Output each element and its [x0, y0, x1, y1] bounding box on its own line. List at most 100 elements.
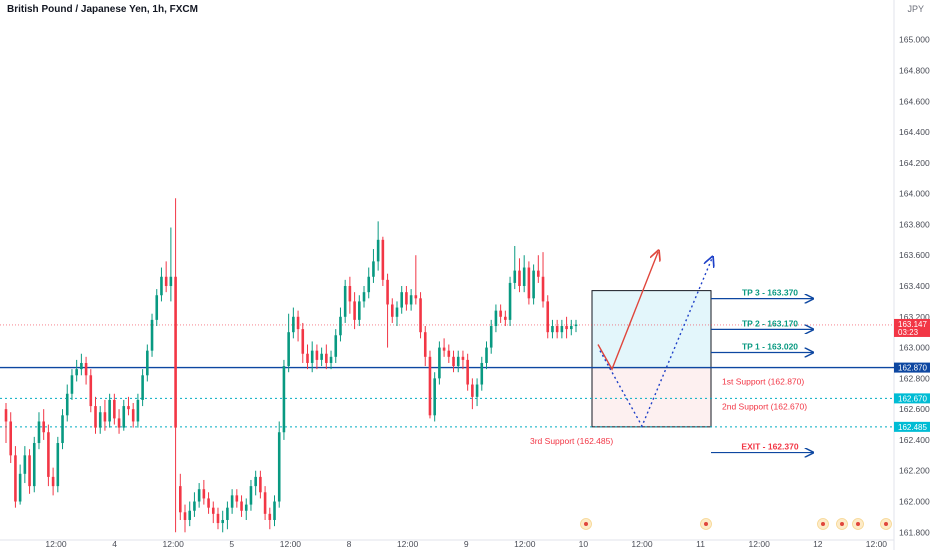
candle-body: [84, 362, 88, 376]
candle-body: [390, 304, 394, 317]
flag-icon-dot: [884, 522, 888, 526]
candle-body: [179, 486, 182, 513]
y-tick-label: 161.800: [899, 527, 930, 537]
candle-body: [169, 276, 173, 287]
candle-body: [183, 512, 187, 520]
candle-body: [164, 276, 168, 287]
candle-body: [193, 501, 196, 511]
price-tag-label: 162.485: [898, 423, 927, 432]
candle-body: [456, 356, 460, 367]
candle-body: [471, 384, 474, 397]
x-tick-label: 4: [112, 539, 117, 549]
candle-body: [240, 501, 243, 511]
y-tick-label: 162.800: [899, 373, 930, 383]
candle-body: [546, 301, 550, 333]
price-tag: [894, 421, 930, 432]
candle-body: [334, 335, 338, 357]
candle-body: [108, 399, 111, 422]
candle-body: [504, 316, 507, 320]
y-tick-label: 164.000: [899, 189, 930, 199]
price-tag-countdown: 03:23: [898, 328, 919, 337]
candle-body: [513, 270, 517, 283]
target-label: TP 1 - 163.020: [742, 342, 798, 352]
flag-icon-dot: [704, 522, 708, 526]
candle-body: [518, 270, 521, 287]
candle-body: [367, 276, 371, 293]
x-tick-label: 8: [347, 539, 352, 549]
candle-body: [287, 332, 290, 367]
candle-body: [301, 329, 305, 354]
candle-body: [32, 443, 36, 487]
candle-body: [376, 239, 380, 262]
x-tick-label: 12:00: [397, 539, 419, 549]
x-tick-label: 12:00: [866, 539, 888, 549]
y-tick-label: 163.600: [899, 250, 930, 260]
y-tick-label: 162.600: [899, 404, 930, 414]
candle-body: [485, 347, 488, 363]
candle-body: [160, 276, 163, 296]
candle-body: [461, 356, 465, 360]
candle-body: [42, 421, 45, 433]
y-tick-label: 164.600: [899, 96, 930, 106]
candle-body: [423, 332, 427, 357]
candle-body: [409, 295, 413, 305]
x-tick-label: 5: [229, 539, 234, 549]
candle-body: [466, 359, 469, 385]
candle-body: [381, 239, 385, 280]
candle-body: [532, 270, 535, 299]
y-tick-label: 162.400: [899, 435, 930, 445]
x-tick-label: 12:00: [163, 539, 185, 549]
candle-body: [551, 326, 554, 333]
target-label: TP 2 - 163.170: [742, 318, 798, 328]
candle-body: [268, 513, 272, 520]
candle-body: [28, 455, 31, 487]
bullish-arrow: [597, 252, 658, 371]
candle-body: [329, 356, 333, 363]
support-zone-box: [591, 367, 712, 428]
chart-title: British Pound / Japanese Yen, 1h, FXCM: [7, 4, 198, 15]
y-tick-label: 162.200: [899, 466, 930, 476]
candle-body: [244, 504, 248, 511]
candle-body: [98, 412, 102, 428]
candle-body: [282, 366, 286, 433]
support-label-3: 3rd Support (162.485): [530, 436, 613, 446]
candle-body: [155, 295, 159, 320]
x-tick-label: 12:00: [514, 539, 536, 549]
candle-body: [94, 406, 97, 428]
x-tick-label: 11: [696, 539, 705, 549]
candle-body: [259, 476, 262, 493]
candle-body: [343, 286, 347, 317]
candle-body: [122, 406, 126, 428]
candle-body: [197, 489, 201, 502]
y-tick-label: 163.800: [899, 219, 930, 229]
candle-body: [414, 295, 418, 299]
y-tick-label: 164.400: [899, 127, 930, 137]
y-tick-label: 162.000: [899, 497, 930, 507]
candle-body: [207, 498, 210, 508]
y-tick-label: 165.000: [899, 35, 930, 45]
candle-body: [574, 324, 578, 327]
candle-body: [405, 292, 408, 305]
y-tick-label: 164.200: [899, 158, 930, 168]
candle-body: [4, 409, 8, 422]
candle-body: [555, 326, 559, 333]
candle-body: [325, 353, 328, 363]
candle-body: [537, 270, 540, 277]
candle-body: [174, 276, 177, 428]
y-tick-label: 164.800: [899, 65, 930, 75]
candle-body: [433, 378, 436, 416]
candle-body: [475, 384, 479, 397]
candle-body: [221, 519, 224, 524]
x-tick-label: 12:00: [280, 539, 302, 549]
candle-body: [131, 409, 135, 422]
price-tag: [894, 393, 930, 404]
candle-body: [522, 267, 526, 287]
target-label: TP 3 - 163.370: [742, 288, 798, 298]
candle-body: [37, 421, 41, 444]
candle-body: [216, 513, 220, 524]
candle-body: [202, 489, 206, 499]
candle-body: [188, 510, 192, 520]
candle-body: [249, 486, 253, 505]
